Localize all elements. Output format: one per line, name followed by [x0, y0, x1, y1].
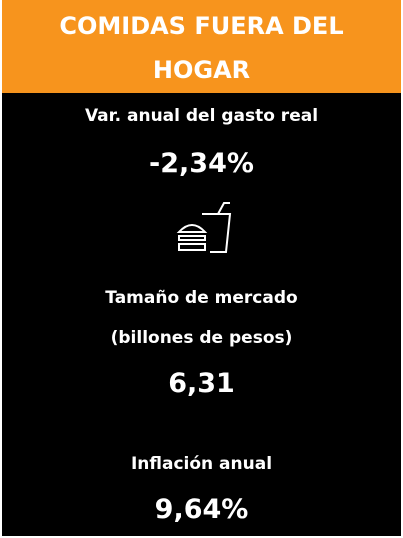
metric-label: Inflación anual: [130, 454, 273, 474]
title: COMIDAS FUERA DEL: [59, 12, 344, 40]
header: COMIDAS FUERA DEL HOGAR: [2, 0, 401, 93]
food-icon: [176, 202, 232, 253]
metric-label: (billones de pesos): [110, 328, 293, 348]
metric-value: 9,64%: [154, 494, 249, 525]
metric-label: Tamaño de mercado: [105, 288, 298, 308]
metric-value: -2,34%: [149, 148, 254, 179]
metric-value: 6,31: [168, 368, 235, 399]
metric-label: Var. anual del gasto real: [84, 106, 319, 126]
title: HOGAR: [152, 56, 251, 84]
